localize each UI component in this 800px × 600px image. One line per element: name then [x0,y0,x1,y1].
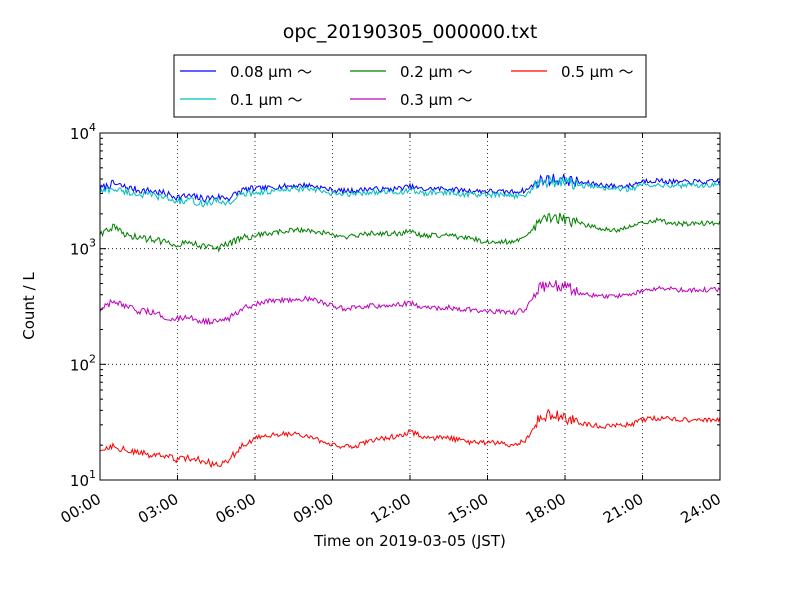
y-tick-label: 102 [70,352,96,374]
grid [100,133,720,480]
x-tick-label: 00:00 [58,490,104,527]
series-line [99,174,721,208]
x-tick-label: 15:00 [445,490,491,527]
x-axis-label: Time on 2019-03-05 (JST) [313,532,506,550]
series-line [99,212,721,253]
legend-entry: 0.5 μm ～ [561,63,634,81]
x-tick-label: 24:00 [678,490,724,527]
series-line [99,408,721,469]
y-tick-label: 104 [70,121,96,143]
x-tick-label: 21:00 [600,490,646,527]
legend-entry: 0.08 μm ～ [230,63,312,81]
x-tick-label: 09:00 [290,490,336,527]
chart-title: opc_20190305_000000.txt [283,21,538,43]
legend-entry: 0.3 μm ～ [400,91,473,109]
legend-entry: 0.1 μm ～ [230,91,303,109]
x-tick-label: 18:00 [523,490,569,527]
y-axis-label: Count / L [20,272,38,340]
x-tick-label: 12:00 [368,490,414,527]
axis-ticks: 00:00 03:00 06:00 09:00 12:00 15:00 18:00 21:00… [58,121,724,527]
series-lines [99,173,721,469]
legend: 0.08 μm ～ 0.1 μm ～ 0.2 μm ～ 0.3 μm ～ 0.5 μm … [173,54,647,118]
x-tick-label: 03:00 [135,490,181,527]
legend-entry: 0.2 μm ～ [400,63,473,81]
y-tick-label: 101 [70,468,96,490]
y-tick-label: 103 [70,237,96,259]
x-tick-label: 06:00 [213,490,259,527]
legend-box [173,54,647,118]
series-line [99,280,721,326]
